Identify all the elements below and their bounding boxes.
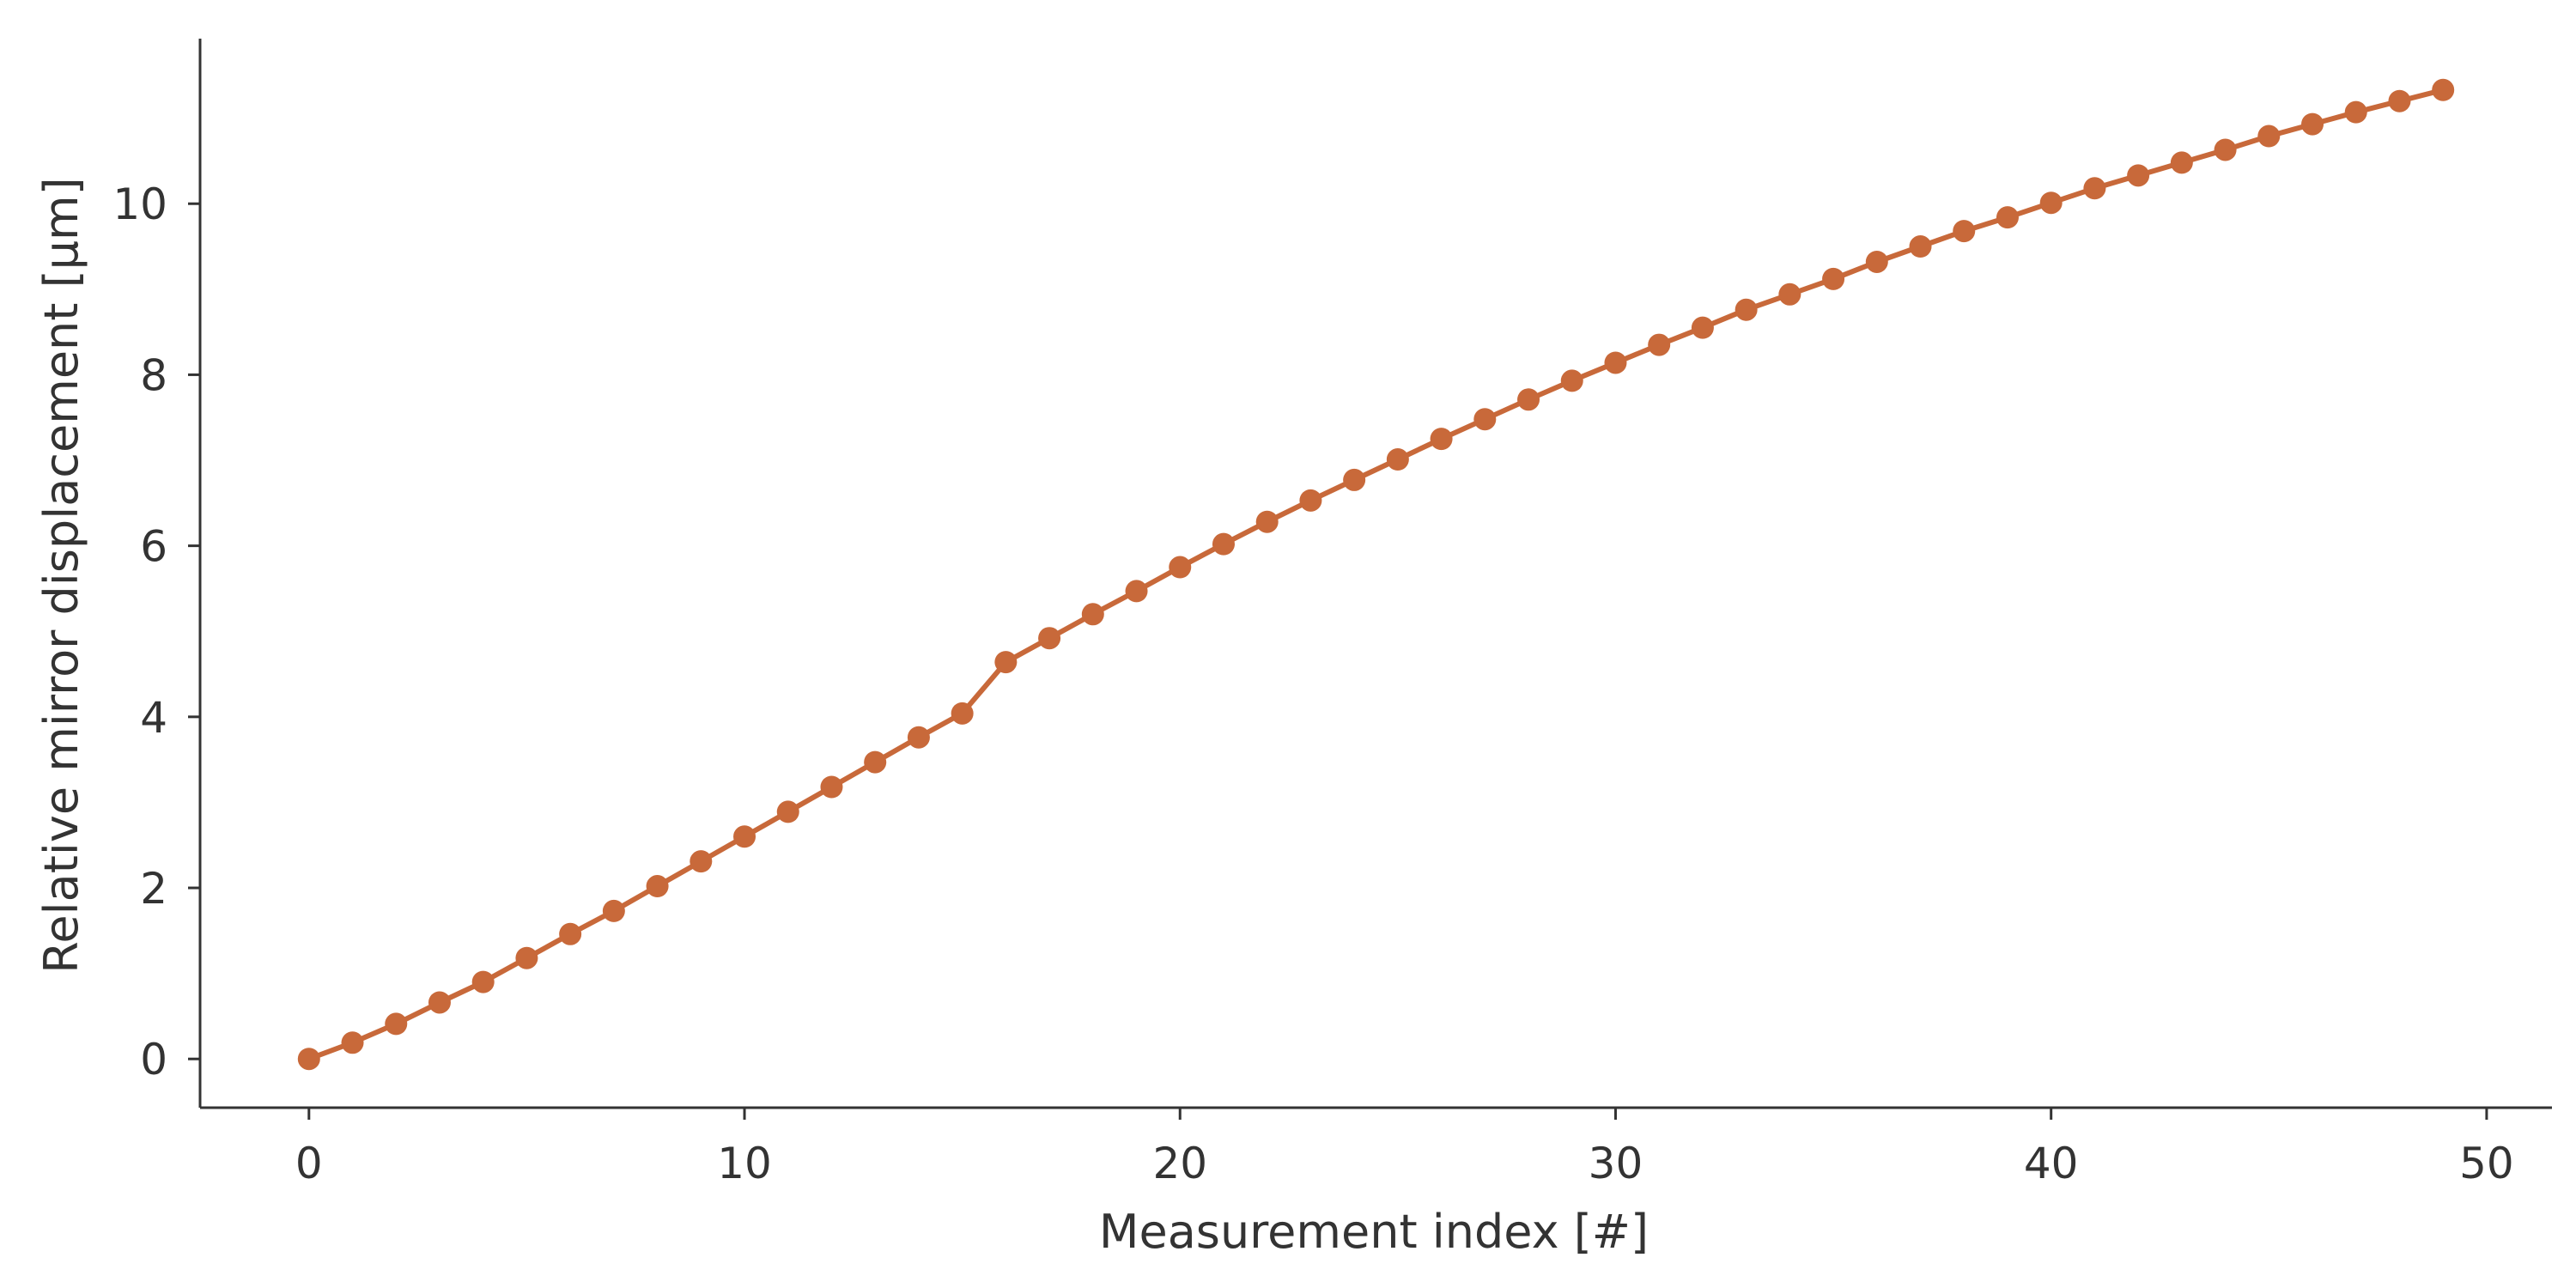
data-point (864, 750, 887, 774)
data-point (907, 726, 930, 749)
series (297, 78, 2455, 1071)
data-point (951, 702, 974, 725)
y-tick-label: 2 (140, 864, 167, 914)
data-point (1081, 603, 1104, 626)
data-point (2214, 138, 2237, 161)
data-point (2301, 112, 2324, 136)
data-point (1125, 580, 1148, 603)
data-point (1038, 627, 1061, 650)
data-point (1212, 532, 1235, 556)
y-tick-label: 8 (140, 350, 167, 400)
x-tick-label: 30 (1589, 1139, 1643, 1188)
data-point (385, 1012, 408, 1036)
data-point (1299, 489, 1322, 512)
data-point (559, 922, 582, 945)
x-tick-label: 0 (295, 1139, 323, 1188)
data-point (690, 850, 713, 873)
data-point (515, 946, 538, 969)
data-point (646, 875, 669, 898)
y-tick-label: 10 (112, 179, 167, 229)
data-point (820, 775, 843, 799)
data-point (1865, 250, 1888, 273)
data-point (1909, 235, 1932, 258)
data-point (2432, 78, 2455, 101)
data-point (1953, 220, 1976, 243)
data-point (1822, 267, 1845, 290)
data-point (1996, 206, 2019, 229)
x-tick-label: 20 (1152, 1139, 1207, 1188)
y-tick-label: 4 (140, 693, 167, 743)
data-point (1473, 408, 1497, 431)
data-point (2083, 177, 2106, 200)
data-point (994, 651, 1018, 674)
axes (198, 39, 2552, 1109)
data-point (1430, 428, 1453, 451)
x-tick-label: 40 (2024, 1139, 2079, 1188)
data-point (297, 1048, 320, 1071)
data-point (2039, 191, 2063, 215)
data-point (1255, 510, 1279, 533)
y-axis-label: Relative mirror displacement [µm] (34, 177, 88, 973)
ticks: 0 10 20 30 40 50 0 2 4 6 8 10 (112, 179, 2513, 1188)
data-point (2127, 164, 2150, 187)
data-point (1648, 333, 1671, 356)
data-point (1386, 448, 1409, 471)
data-point (1169, 556, 1192, 579)
x-tick-label: 50 (2459, 1139, 2514, 1188)
data-point (2388, 89, 2411, 112)
x-axis-label: Measurement index [#] (1099, 1205, 1649, 1259)
data-point (471, 970, 495, 993)
data-point (1560, 369, 1583, 392)
data-point (1691, 316, 1714, 339)
data-point (1778, 283, 1801, 306)
data-point (1604, 351, 1627, 374)
data-point (2344, 100, 2367, 124)
data-point (2257, 125, 2281, 148)
series-line (306, 87, 2446, 1062)
data-point (2170, 151, 2193, 174)
data-point (1517, 388, 1540, 411)
data-point (1735, 298, 1758, 321)
x-tick-label: 10 (717, 1139, 772, 1188)
y-tick-label: 0 (140, 1035, 167, 1084)
y-tick-label: 6 (140, 522, 167, 572)
data-point (341, 1031, 364, 1054)
data-point (428, 991, 451, 1014)
data-point (1343, 468, 1366, 491)
data-point (733, 825, 756, 848)
data-point (602, 899, 625, 922)
data-point (776, 800, 799, 823)
